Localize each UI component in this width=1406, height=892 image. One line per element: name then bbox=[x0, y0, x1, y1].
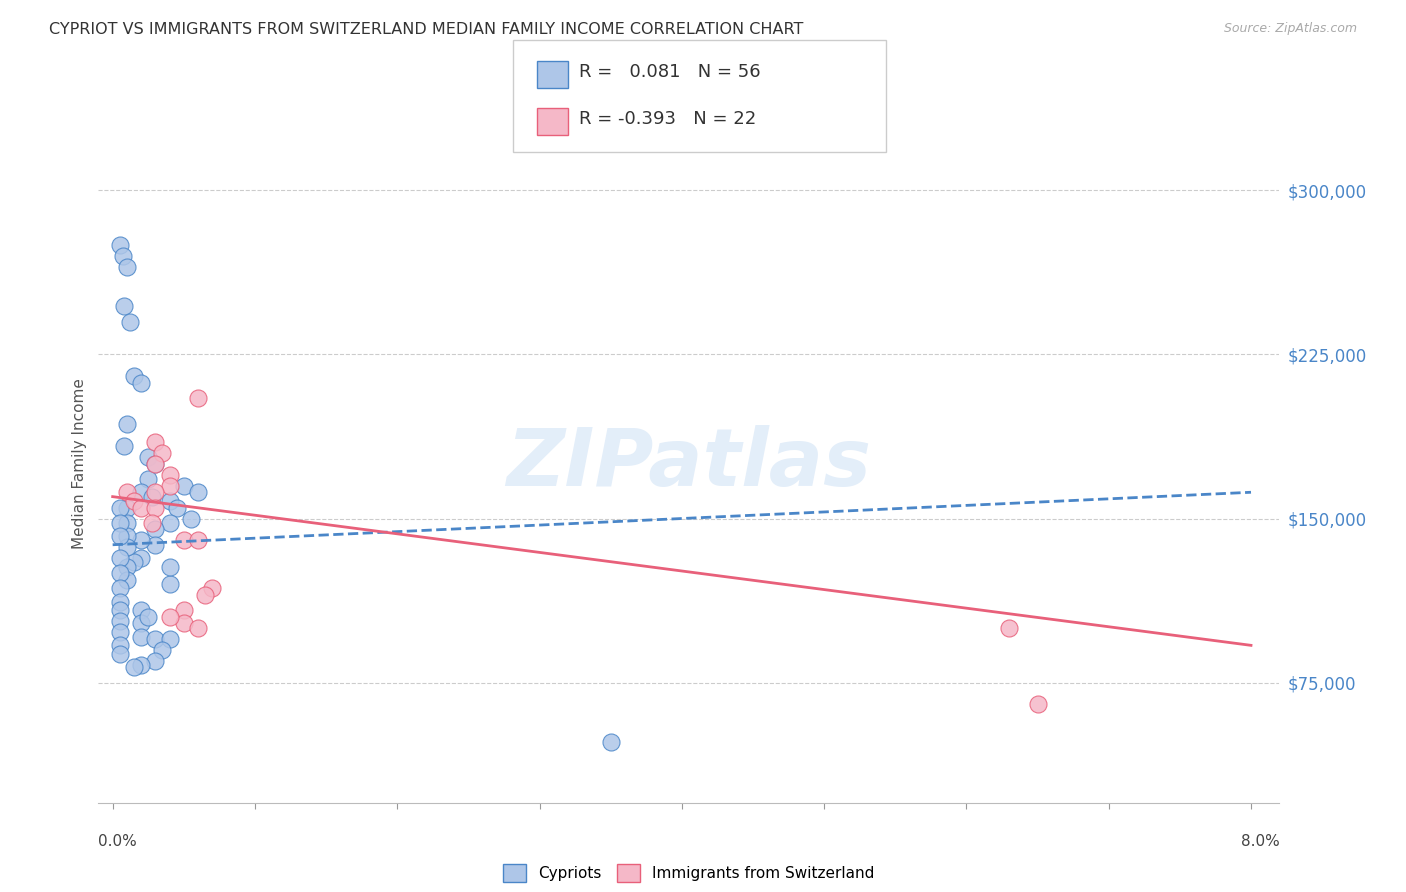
Point bbox=[159, 516, 181, 530]
Point bbox=[173, 603, 195, 617]
Point bbox=[115, 417, 138, 432]
Text: Source: ZipAtlas.com: Source: ZipAtlas.com bbox=[1223, 22, 1357, 36]
Point bbox=[187, 533, 209, 548]
Point bbox=[143, 500, 166, 515]
Point bbox=[143, 538, 166, 552]
Point bbox=[108, 566, 131, 581]
Point bbox=[111, 249, 134, 263]
Point bbox=[129, 550, 152, 565]
Point bbox=[108, 238, 131, 252]
Point bbox=[159, 632, 181, 646]
Point bbox=[108, 500, 131, 515]
Point bbox=[136, 610, 159, 624]
Point bbox=[108, 516, 131, 530]
Point bbox=[159, 577, 181, 591]
Point bbox=[201, 582, 224, 596]
Text: R = -0.393   N = 22: R = -0.393 N = 22 bbox=[579, 111, 756, 128]
Point bbox=[173, 479, 195, 493]
Point bbox=[108, 647, 131, 661]
Point bbox=[108, 550, 131, 565]
Point bbox=[998, 621, 1021, 635]
Text: ZIPatlas: ZIPatlas bbox=[506, 425, 872, 503]
Point bbox=[122, 660, 145, 674]
Point bbox=[115, 540, 138, 554]
Point bbox=[143, 523, 166, 537]
Point bbox=[141, 516, 163, 530]
Point bbox=[129, 630, 152, 644]
Text: CYPRIOT VS IMMIGRANTS FROM SWITZERLAND MEDIAN FAMILY INCOME CORRELATION CHART: CYPRIOT VS IMMIGRANTS FROM SWITZERLAND M… bbox=[49, 22, 804, 37]
Point bbox=[187, 391, 209, 405]
Point bbox=[143, 434, 166, 449]
Point bbox=[159, 610, 181, 624]
Point bbox=[112, 439, 135, 453]
Text: R =   0.081   N = 56: R = 0.081 N = 56 bbox=[579, 63, 761, 81]
Point bbox=[152, 642, 174, 657]
Point bbox=[108, 582, 131, 596]
Point bbox=[112, 299, 135, 313]
Point bbox=[115, 529, 138, 543]
Point bbox=[187, 621, 209, 635]
Point bbox=[122, 555, 145, 569]
Point bbox=[129, 500, 152, 515]
Point bbox=[159, 467, 181, 482]
Point bbox=[108, 625, 131, 640]
Point bbox=[108, 594, 131, 608]
Point bbox=[141, 490, 163, 504]
Point bbox=[143, 632, 166, 646]
Point bbox=[180, 511, 202, 525]
Point bbox=[129, 603, 152, 617]
Point bbox=[159, 479, 181, 493]
Point bbox=[129, 616, 152, 631]
Point bbox=[136, 450, 159, 465]
Point bbox=[122, 369, 145, 384]
Point bbox=[187, 485, 209, 500]
Point bbox=[166, 500, 188, 515]
Point bbox=[143, 457, 166, 471]
Y-axis label: Median Family Income: Median Family Income bbox=[72, 378, 87, 549]
Point bbox=[115, 485, 138, 500]
Point bbox=[108, 638, 131, 652]
Point bbox=[1026, 698, 1049, 712]
Point bbox=[143, 485, 166, 500]
Point bbox=[136, 472, 159, 486]
Text: 0.0%: 0.0% bbox=[98, 834, 138, 849]
Point bbox=[129, 376, 152, 390]
Point bbox=[115, 260, 138, 274]
Point bbox=[173, 616, 195, 631]
Point bbox=[129, 658, 152, 673]
Point bbox=[129, 533, 152, 548]
Point bbox=[118, 315, 141, 329]
Point bbox=[108, 615, 131, 629]
Point bbox=[108, 603, 131, 617]
Point bbox=[143, 457, 166, 471]
Text: 8.0%: 8.0% bbox=[1240, 834, 1279, 849]
Legend: Cypriots, Immigrants from Switzerland: Cypriots, Immigrants from Switzerland bbox=[496, 856, 882, 890]
Point bbox=[115, 500, 138, 515]
Point bbox=[115, 516, 138, 530]
Point bbox=[599, 734, 621, 748]
Point bbox=[108, 529, 131, 543]
Point bbox=[152, 446, 174, 460]
Point bbox=[129, 485, 152, 500]
Point bbox=[115, 573, 138, 587]
Point bbox=[115, 559, 138, 574]
Point bbox=[194, 588, 217, 602]
Point bbox=[122, 494, 145, 508]
Point bbox=[143, 654, 166, 668]
Point bbox=[173, 533, 195, 548]
Point bbox=[159, 494, 181, 508]
Point bbox=[159, 559, 181, 574]
